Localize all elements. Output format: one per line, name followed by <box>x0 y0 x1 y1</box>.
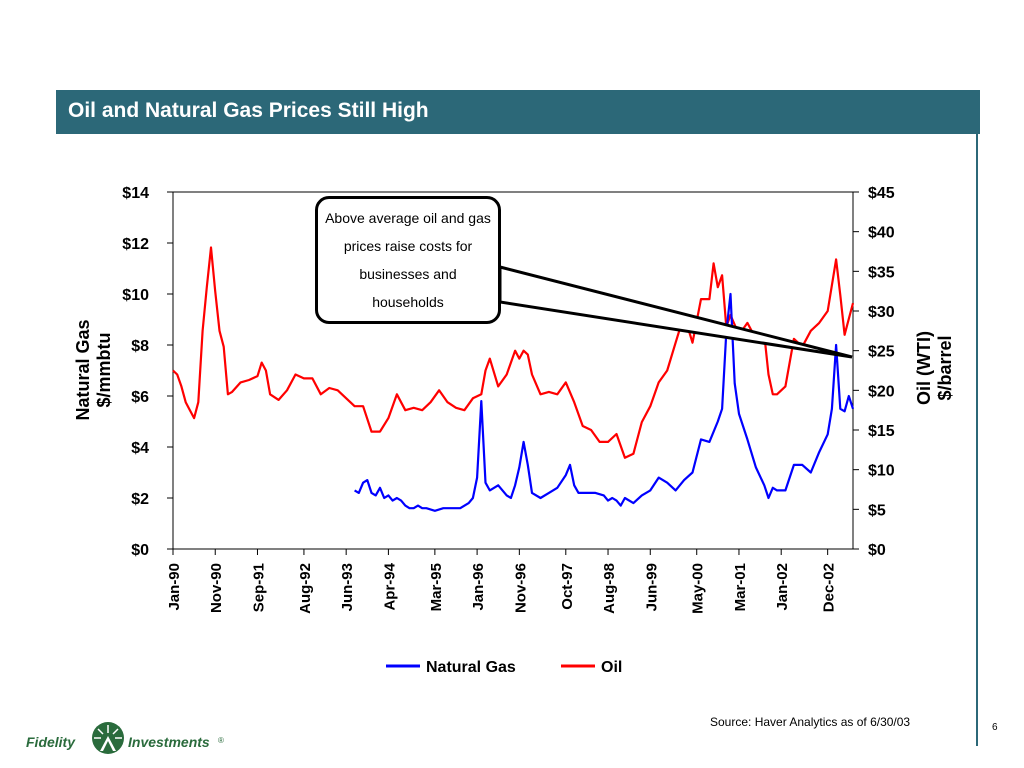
legend-label: Oil <box>601 659 622 676</box>
right-axis: $0 $5 $10 $15 $20 $25 $30 $35 $40 $45 <box>853 185 895 559</box>
x-tick-label: Aug-98 <box>601 563 618 614</box>
callout-text: Above average oil and gas prices raise c… <box>325 210 491 310</box>
right-axis-title-line2: $/barrel <box>935 335 955 400</box>
right-tick-label: $30 <box>868 304 895 321</box>
right-tick-label: $35 <box>868 264 895 281</box>
x-tick-label: Mar-01 <box>732 563 749 611</box>
left-tick-label: $12 <box>122 236 149 253</box>
right-tick-label: $10 <box>868 463 895 480</box>
left-tick-label: $14 <box>122 185 149 202</box>
right-tick-label: $45 <box>868 185 895 202</box>
x-tick-label: Nov-90 <box>208 563 225 613</box>
legend-label: Natural Gas <box>426 659 516 676</box>
left-axis-title-line1: Natural Gas <box>73 319 93 420</box>
right-tick-label: $40 <box>868 225 895 242</box>
right-axis-title-line1: Oil (WTI) <box>914 331 934 405</box>
left-axis-title-line2: $/mmbtu <box>94 332 114 407</box>
x-tick-label: Aug-92 <box>297 563 314 614</box>
x-tick-label: Apr-94 <box>381 562 398 610</box>
plot-frame <box>172 191 854 550</box>
natural-gas-line <box>354 292 855 512</box>
right-tick-label: $5 <box>868 502 886 519</box>
left-axis-title: Natural Gas$/mmbtu <box>73 319 114 420</box>
left-tick-label: $8 <box>131 338 149 355</box>
x-tick-label: Nov-96 <box>512 563 529 613</box>
right-tick-label: $0 <box>868 542 886 559</box>
x-tick-label: May-00 <box>690 563 707 614</box>
x-tick-label: Sep-91 <box>250 563 267 612</box>
axis-titles: Natural Gas$/mmbtu Oil (WTI)$/barrel <box>73 319 955 420</box>
right-tick-label: $25 <box>868 344 895 361</box>
oil-line <box>172 246 855 459</box>
x-tick-label: Jan-96 <box>470 563 487 611</box>
logo-left-word: Fidelity <box>26 734 76 750</box>
left-axis: $0 $2 $4 $6 $8 $10 $12 $14 <box>122 185 173 559</box>
right-tick-label: $15 <box>868 423 895 440</box>
left-tick-label: $2 <box>131 491 149 508</box>
right-divider <box>976 134 978 746</box>
left-tick-label: $6 <box>131 389 149 406</box>
x-tick-label: Dec-02 <box>821 563 838 612</box>
registered-mark: ® <box>218 736 224 745</box>
x-tick-label: Mar-95 <box>428 563 445 611</box>
fidelity-logo: Fidelity Investments ® <box>26 718 236 758</box>
x-tick-label: Jan-02 <box>774 563 791 611</box>
legend: Natural Gas Oil <box>386 659 622 676</box>
pyramid-icon <box>92 722 124 754</box>
source-note: Source: Haver Analytics as of 6/30/03 <box>710 715 911 729</box>
right-axis-title: Oil (WTI)$/barrel <box>914 331 955 405</box>
series-layer <box>172 246 855 512</box>
page-number: 6 <box>992 722 998 733</box>
x-tick-label: Jan-90 <box>166 563 183 611</box>
title-bar: Oil and Natural Gas Prices Still High <box>56 90 980 134</box>
left-tick-label: $0 <box>131 542 149 559</box>
callout-box: Above average oil and gas prices raise c… <box>315 196 501 324</box>
left-tick-label: $4 <box>131 440 149 457</box>
left-tick-label: $10 <box>122 287 149 304</box>
x-tick-label: Jun-99 <box>643 563 660 611</box>
x-axis: Jan-90 Nov-90 Sep-91 Aug-92 Jun-93 Apr-94 Mar-… <box>166 549 838 614</box>
slide-title: Oil and Natural Gas Prices Still High <box>68 99 429 122</box>
plot-area <box>172 191 854 550</box>
logo-right-word: Investments <box>128 734 210 750</box>
x-tick-label: Jun-93 <box>339 563 356 611</box>
right-tick-label: $20 <box>868 383 895 400</box>
x-tick-label: Oct-97 <box>559 563 576 610</box>
